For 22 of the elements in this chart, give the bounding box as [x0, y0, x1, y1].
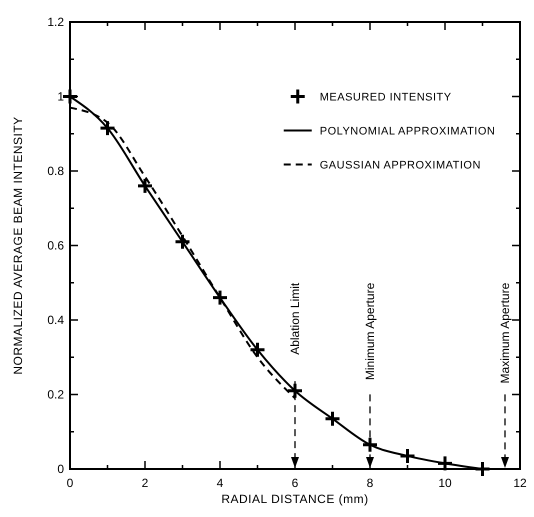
x-tick-label: 2 — [142, 476, 149, 490]
y-tick-label: 0.6 — [47, 238, 64, 252]
x-tick-label: 6 — [292, 476, 299, 490]
ref-line-label: Ablation Limit — [288, 282, 302, 355]
legend-label: MEASURED INTENSITY — [320, 92, 452, 104]
x-tick-label: 4 — [216, 476, 224, 490]
y-tick-label: 1 — [57, 90, 64, 104]
ref-line-label: Maximum Aperture — [498, 282, 512, 384]
y-tick-label: 0.8 — [47, 164, 64, 178]
y-axis-title: NORMALIZED AVERAGE BEAM INTENSITY — [11, 116, 25, 375]
ref-line-label: Minimum Aperture — [363, 282, 377, 380]
legend-label: POLYNOMIAL APPROXIMATION — [320, 126, 496, 138]
y-tick-label: 0.2 — [47, 388, 64, 402]
x-tick-label: 10 — [438, 476, 452, 490]
x-tick-label: 0 — [66, 476, 74, 490]
y-tick-label: 0.4 — [47, 313, 64, 327]
x-axis-title: RADIAL DISTANCE (mm) — [221, 492, 369, 506]
y-tick-label: 1.2 — [47, 15, 64, 29]
y-tick-label: 0 — [57, 462, 64, 476]
x-tick-label: 8 — [366, 476, 374, 490]
legend-label: GAUSSIAN APPROXIMATION — [320, 160, 481, 172]
x-tick-label: 12 — [513, 476, 527, 490]
